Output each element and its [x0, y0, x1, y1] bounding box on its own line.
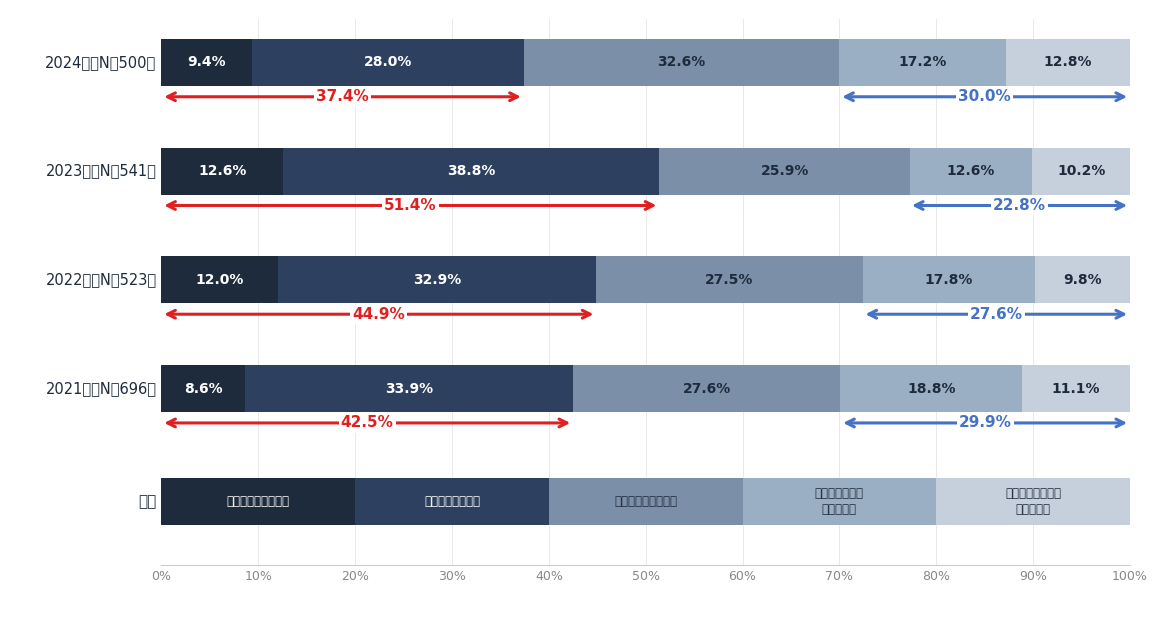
Text: とても充実していた: とても充実していた [227, 495, 289, 508]
Text: 12.6%: 12.6% [947, 164, 995, 178]
Text: 2024年（N＝500）: 2024年（N＝500） [45, 55, 157, 70]
Bar [910, 148, 1032, 195]
Bar [161, 365, 244, 412]
Text: 8.6%: 8.6% [183, 382, 223, 396]
Bar [1035, 256, 1130, 303]
Text: 2021年（N＝696）: 2021年（N＝696） [46, 381, 157, 396]
Text: 9.4%: 9.4% [188, 55, 226, 69]
Text: 37.4%: 37.4% [316, 89, 369, 104]
Bar [573, 365, 841, 412]
Bar [936, 478, 1130, 526]
Bar [596, 256, 862, 303]
Bar [161, 256, 278, 303]
Bar [549, 478, 743, 526]
Bar [743, 478, 936, 526]
Text: 51.4%: 51.4% [384, 198, 437, 213]
Text: 27.6%: 27.6% [970, 306, 1023, 322]
Text: 18.8%: 18.8% [907, 382, 956, 396]
Text: 9.8%: 9.8% [1063, 273, 1102, 287]
Text: 32.6%: 32.6% [657, 55, 706, 69]
Text: 28.0%: 28.0% [364, 55, 413, 69]
Text: 2023年（N＝541）: 2023年（N＝541） [46, 163, 157, 178]
Bar [278, 256, 596, 303]
Text: 2022年（N＝523）: 2022年（N＝523） [45, 273, 157, 287]
Text: 11.1%: 11.1% [1052, 382, 1100, 396]
Bar [284, 148, 660, 195]
Bar [161, 148, 284, 195]
Text: 凡例: 凡例 [138, 494, 157, 509]
Bar [660, 148, 910, 195]
Bar [253, 39, 523, 86]
Bar [355, 478, 549, 526]
Text: 10.2%: 10.2% [1057, 164, 1106, 178]
Text: 42.5%: 42.5% [341, 416, 393, 430]
Bar [1005, 39, 1130, 86]
Text: 27.5%: 27.5% [706, 273, 754, 287]
Bar [862, 256, 1035, 303]
Text: まったく充実して
いなかった: まったく充実して いなかった [1005, 487, 1061, 516]
Text: 12.8%: 12.8% [1043, 55, 1092, 69]
Text: どちらともいえない: どちらともいえない [615, 495, 677, 508]
Bar [523, 39, 839, 86]
Bar [161, 39, 253, 86]
Text: 30.0%: 30.0% [958, 89, 1011, 104]
Bar [244, 365, 573, 412]
Bar [841, 365, 1023, 412]
Text: 22.8%: 22.8% [993, 198, 1046, 213]
Text: やや充実していた: やや充実していた [424, 495, 480, 508]
Text: 44.9%: 44.9% [353, 306, 405, 322]
Text: あまり充実して
いなかった: あまり充実して いなかった [815, 487, 864, 516]
Text: 25.9%: 25.9% [761, 164, 809, 178]
Text: 33.9%: 33.9% [385, 382, 432, 396]
Text: 17.8%: 17.8% [925, 273, 973, 287]
Text: 29.9%: 29.9% [958, 416, 1011, 430]
Bar [1023, 365, 1130, 412]
Text: 27.6%: 27.6% [683, 382, 731, 396]
Text: 12.6%: 12.6% [198, 164, 247, 178]
Bar [1032, 148, 1131, 195]
Text: 12.0%: 12.0% [195, 273, 243, 287]
Text: 17.2%: 17.2% [898, 55, 947, 69]
Text: 32.9%: 32.9% [413, 273, 461, 287]
Bar [161, 478, 355, 526]
Bar [839, 39, 1005, 86]
Text: 38.8%: 38.8% [447, 164, 496, 178]
